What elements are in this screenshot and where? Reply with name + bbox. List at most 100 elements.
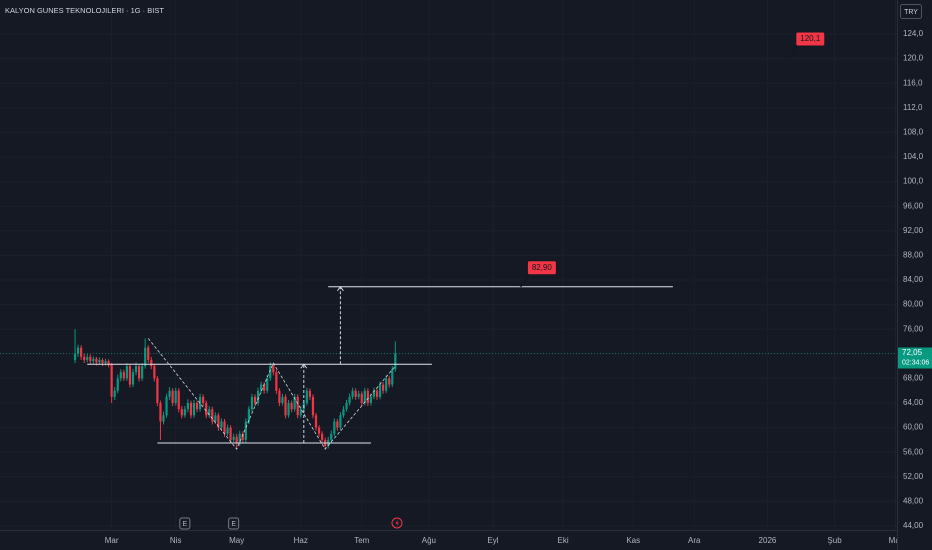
candle-body (171, 390, 174, 404)
candle-body (83, 356, 86, 360)
flash-bolt[interactable] (395, 519, 400, 527)
candle-body (86, 356, 89, 360)
y-tick-label: 108,0 (903, 128, 924, 137)
y-tick-label: 88,00 (903, 251, 924, 260)
candle-body (305, 390, 308, 404)
candle-body (385, 378, 388, 391)
y-tick-label: 44,00 (903, 521, 924, 530)
candle-body (241, 433, 244, 440)
candle-body (147, 347, 150, 360)
candle-body (348, 396, 351, 404)
candle-body (235, 436, 238, 443)
y-tick-label: 104,0 (903, 152, 924, 161)
y-tick-label: 48,00 (903, 497, 924, 506)
y-tick-label: 68,00 (903, 374, 924, 383)
candle-body (104, 361, 107, 364)
candle-body (211, 409, 214, 422)
arrow-head (337, 285, 344, 292)
candle-body (263, 384, 266, 391)
callout-label: 120,1 (800, 34, 821, 43)
candle-body (76, 347, 80, 354)
candle-body (202, 396, 205, 404)
currency-label[interactable]: TRY (904, 9, 918, 16)
candle-body (159, 403, 162, 422)
y-tick-label: 112,0 (903, 103, 923, 112)
y-tick-label: 52,00 (903, 472, 924, 481)
y-tick-label: 76,00 (903, 324, 924, 333)
x-tick-label: Şub (827, 536, 842, 545)
x-tick-label: Ara (688, 536, 701, 545)
candle-body (321, 433, 324, 440)
candle-body (293, 396, 296, 410)
candle-body (278, 390, 281, 404)
candle-body (180, 409, 183, 416)
candle-body (336, 421, 339, 428)
candle-body (351, 390, 354, 397)
candle-body (89, 356, 92, 362)
candle-body (168, 390, 171, 397)
earnings-label: E (231, 521, 236, 528)
candle-body (192, 403, 196, 416)
candle-body (95, 358, 98, 363)
candle-body (330, 433, 333, 440)
candle-body (369, 396, 373, 404)
callout-pointer (519, 275, 530, 288)
candle-body (119, 372, 122, 379)
y-tick-label: 120,0 (903, 54, 924, 63)
candle-body (299, 409, 302, 416)
candle-body (144, 347, 147, 367)
x-tick-label: Kas (626, 536, 640, 545)
candle-body (101, 359, 104, 364)
candle-body (122, 372, 125, 379)
candle-body (339, 415, 342, 428)
x-tick-label: Mar (105, 536, 119, 545)
candle-body (345, 403, 348, 410)
candle-body (256, 390, 260, 404)
y-tick-label: 124,0 (903, 29, 924, 38)
candle-body (275, 372, 278, 391)
candle-body (195, 403, 199, 410)
callout-pointer (787, 46, 798, 59)
candle-body (366, 390, 369, 404)
candle-body (250, 396, 254, 410)
candle-body (217, 415, 220, 428)
plot: Mar Nis May Haz Tem Ağu Eyl Eki Kas Ara 2026 Şub Mar… (0, 31, 897, 546)
candle-body (284, 396, 287, 416)
candle-body (290, 403, 293, 410)
earnings-marker[interactable] (179, 517, 191, 530)
candle-body (260, 384, 263, 391)
candle-body (308, 390, 312, 397)
dividend-icon[interactable] (391, 517, 403, 529)
callout-box (526, 260, 557, 276)
earnings-marker[interactable] (228, 517, 240, 530)
candle-body (98, 359, 101, 363)
earnings-label: E (183, 521, 188, 528)
candle-body (394, 353, 397, 370)
candle-body (388, 378, 391, 385)
y-tick-label: 116,0 (903, 78, 923, 87)
candle-body (266, 378, 269, 391)
candle-body (238, 433, 241, 443)
currency-button[interactable] (900, 4, 922, 19)
y-tick-label: 80,00 (903, 300, 924, 309)
candle-body (141, 366, 144, 379)
candle-body (162, 415, 165, 422)
candle-body (272, 366, 275, 373)
x-tick-label: May (229, 536, 244, 545)
candle-body (281, 396, 284, 404)
y-tick-label: 92,00 (903, 226, 924, 235)
candle-body (128, 366, 132, 385)
flash-circle[interactable] (391, 517, 403, 529)
candle-body (183, 409, 186, 416)
candle-body (116, 378, 119, 391)
candle-body (269, 366, 272, 379)
last-price-label: 72,05 (902, 348, 923, 357)
pattern-zigzag (147, 338, 396, 450)
candle-body (357, 393, 360, 397)
candle-body (73, 353, 77, 360)
candle-body (311, 396, 315, 416)
y-tick-label: 64,00 (903, 398, 924, 407)
x-tick-label: Eki (558, 536, 569, 545)
candle-body (382, 384, 385, 391)
